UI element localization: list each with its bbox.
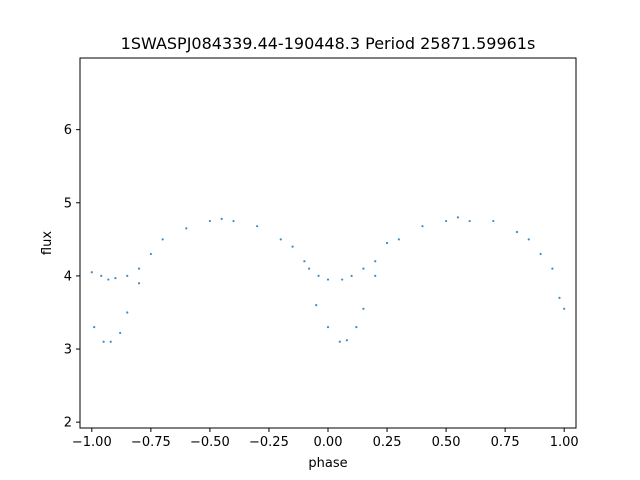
data-point <box>515 230 519 234</box>
data-point <box>421 225 424 228</box>
x-tick-label: 0.00 <box>314 435 343 450</box>
data-point <box>315 304 318 307</box>
y-tick-label: 5 <box>64 196 72 211</box>
data-point <box>126 311 129 314</box>
data-point <box>114 277 117 280</box>
data-points <box>90 216 566 343</box>
data-point <box>539 252 542 256</box>
data-point <box>109 340 112 343</box>
data-point <box>326 325 330 329</box>
data-point <box>308 267 311 270</box>
chart-title: 1SWASPJ084339.44-190448.3 Period 25871.5… <box>121 34 536 53</box>
data-point <box>185 227 188 230</box>
x-tick-label: 1.00 <box>550 435 579 450</box>
x-tick-label: 0.25 <box>373 435 402 450</box>
data-point <box>456 216 459 219</box>
data-point <box>119 331 122 335</box>
data-point <box>326 278 330 281</box>
y-tick-label: 4 <box>64 269 72 284</box>
plot-background <box>80 58 576 428</box>
x-tick-label: −1.00 <box>72 435 112 450</box>
data-point <box>90 271 93 274</box>
data-point <box>563 307 566 310</box>
data-point <box>126 274 129 278</box>
data-point <box>527 238 530 241</box>
data-point <box>558 296 561 299</box>
data-point <box>220 217 223 220</box>
data-point <box>345 339 348 342</box>
data-point <box>397 238 400 241</box>
data-point <box>468 219 471 223</box>
data-point <box>161 238 164 241</box>
data-point <box>137 282 141 285</box>
data-point <box>102 340 105 343</box>
data-point <box>385 241 389 245</box>
x-tick-label: −0.50 <box>190 435 230 450</box>
x-axis: −1.00 −0.75 −0.50 −0.25 0.00 0.25 0.50 0.75 1.00 <box>72 428 579 450</box>
data-point <box>362 307 365 310</box>
data-point <box>256 225 259 228</box>
data-point <box>338 340 341 343</box>
data-point <box>355 325 358 329</box>
data-point <box>208 219 211 223</box>
data-point <box>107 278 110 281</box>
data-point <box>374 260 377 263</box>
y-axis: 2 3 4 5 6 <box>64 123 80 431</box>
data-point <box>362 267 365 270</box>
data-point <box>303 260 306 263</box>
data-point <box>492 219 495 223</box>
x-tick-label: −0.25 <box>249 435 289 450</box>
data-point <box>149 252 152 256</box>
x-tick-label: 0.50 <box>432 435 461 450</box>
data-point <box>445 219 448 223</box>
data-point <box>374 274 377 278</box>
data-point <box>341 278 344 281</box>
y-tick-label: 3 <box>64 343 72 358</box>
data-point <box>232 219 235 223</box>
y-axis-label: flux <box>40 231 55 255</box>
data-point <box>350 274 353 278</box>
data-point <box>317 274 320 278</box>
x-axis-label: phase <box>308 456 347 471</box>
data-point <box>551 267 554 270</box>
data-point <box>137 267 141 270</box>
y-tick-label: 6 <box>64 123 72 138</box>
data-point <box>93 325 96 329</box>
data-point <box>279 238 282 241</box>
x-tick-label: 0.75 <box>491 435 520 450</box>
y-tick-label: 2 <box>64 416 72 431</box>
data-point <box>100 274 103 278</box>
x-tick-label: −0.75 <box>131 435 171 450</box>
data-point <box>291 245 294 248</box>
